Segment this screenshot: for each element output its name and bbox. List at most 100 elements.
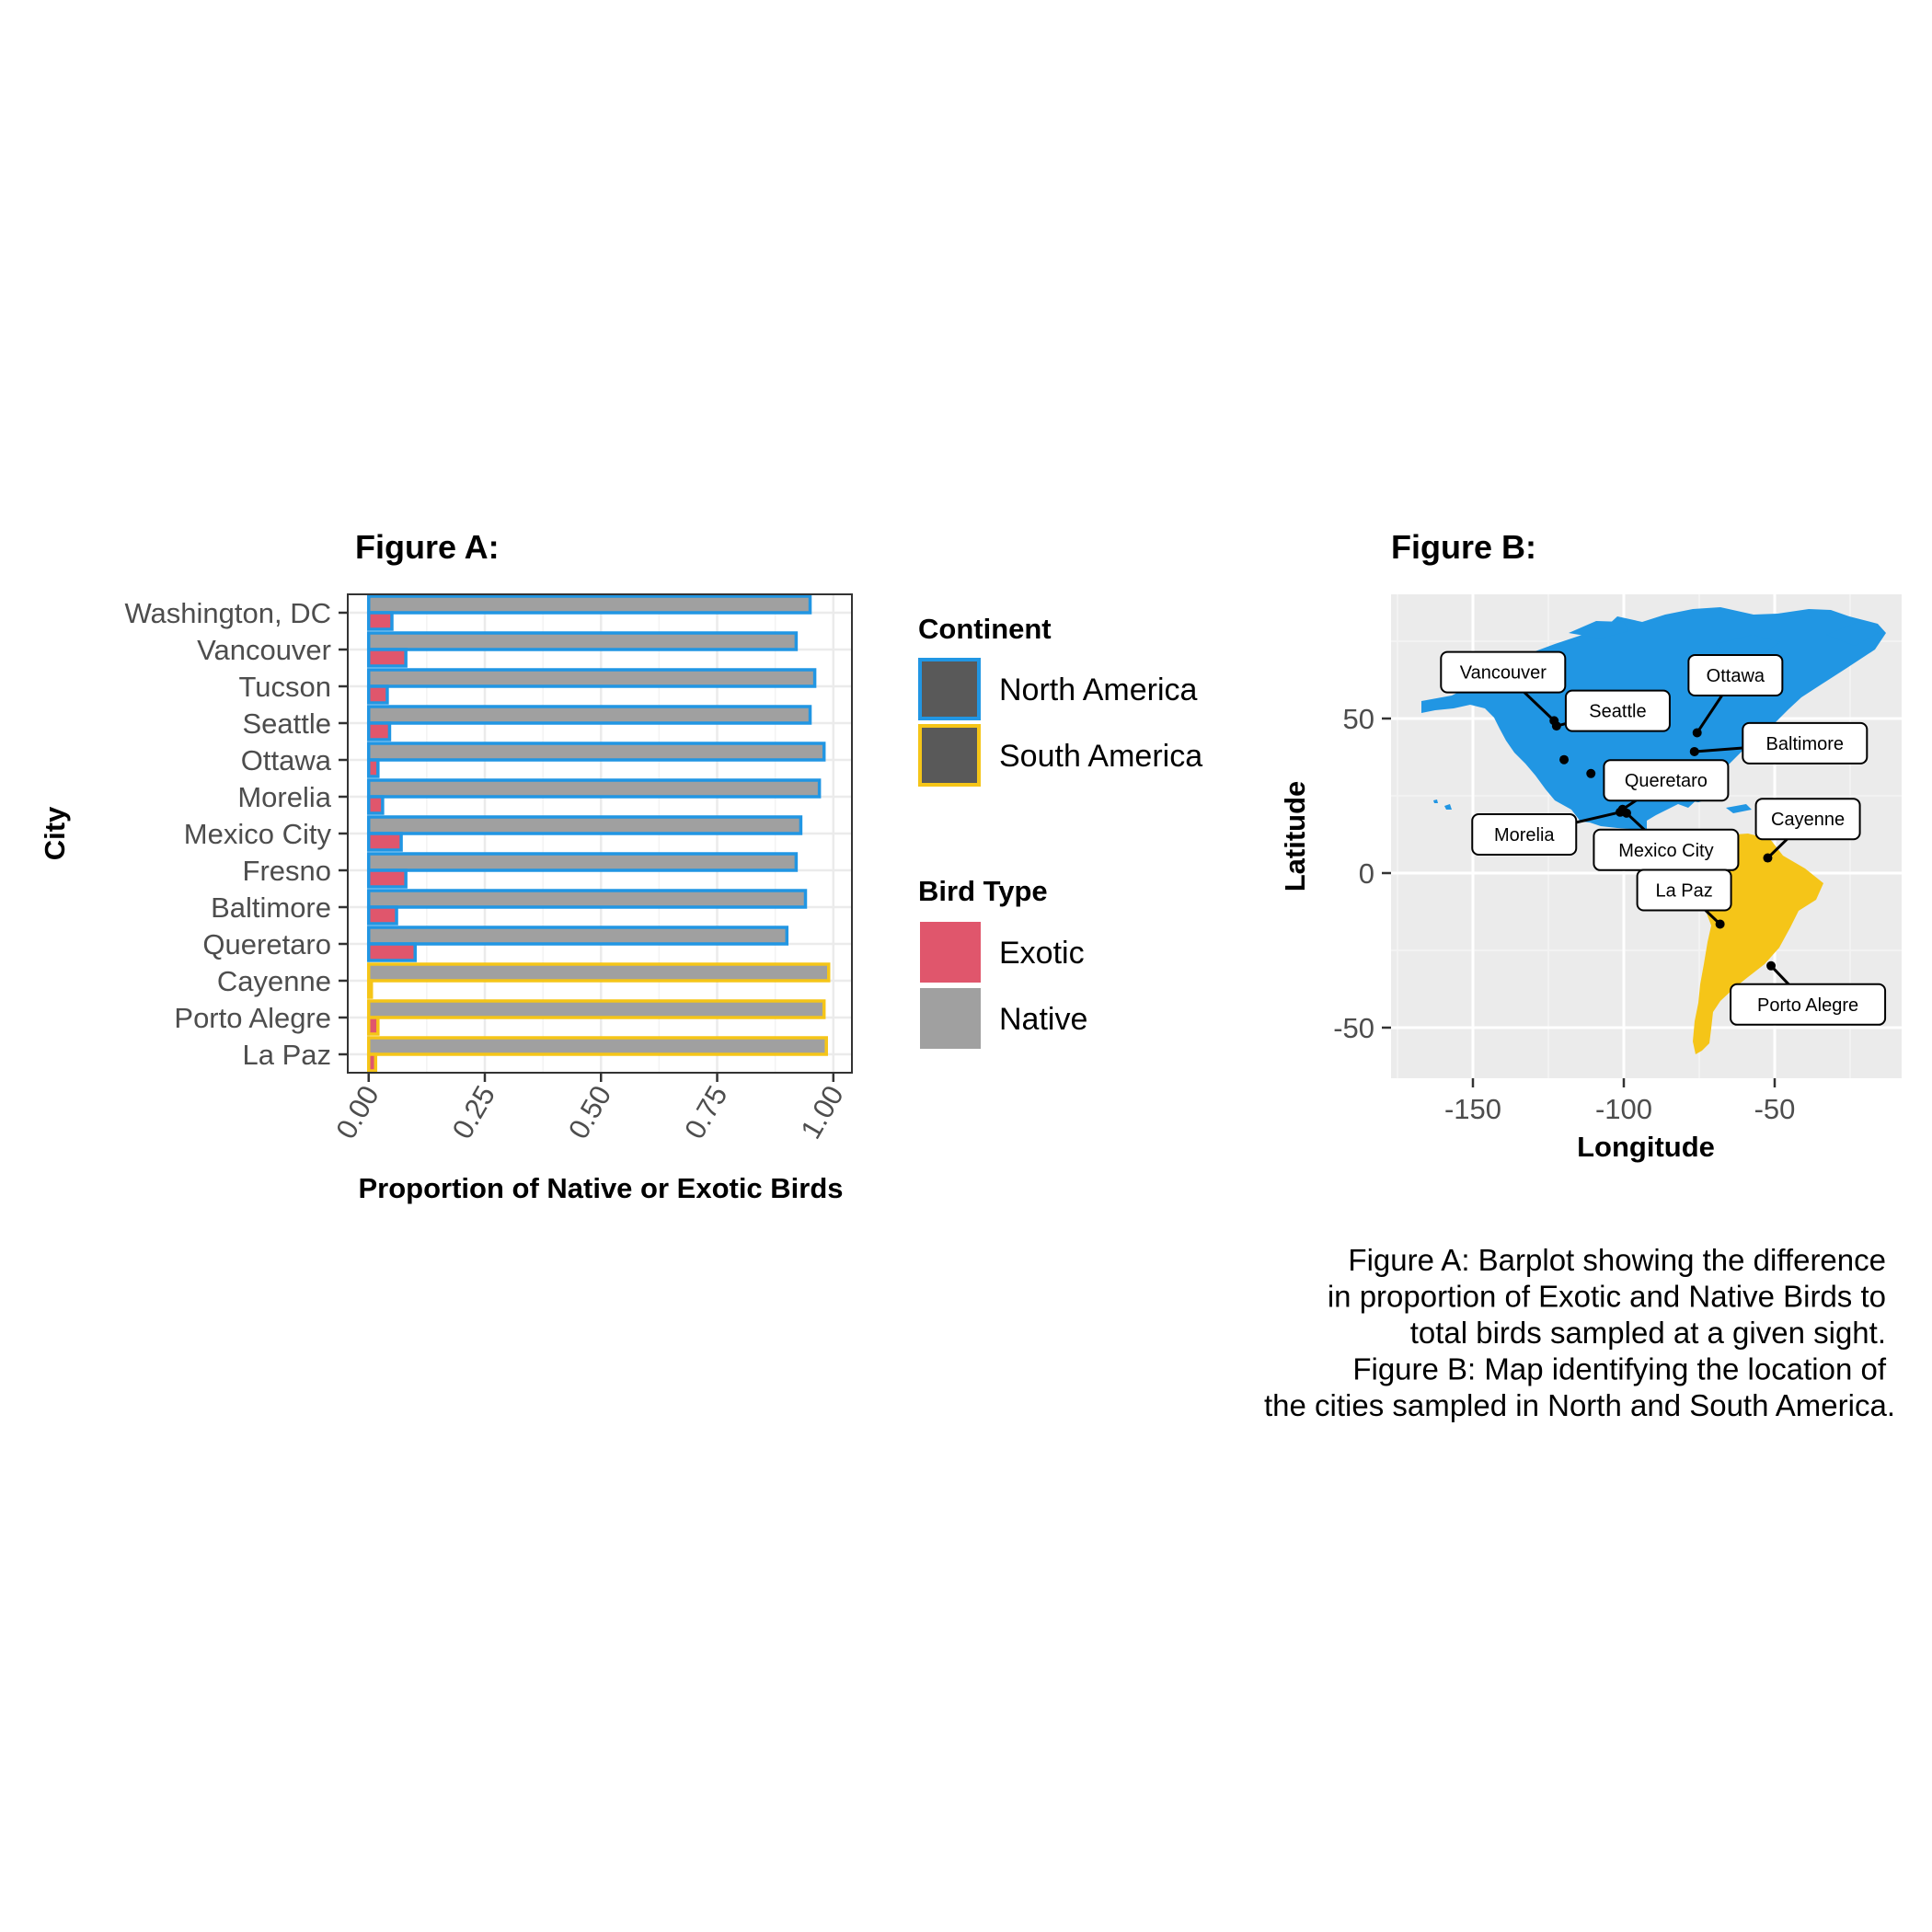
figure-a-legend: Continent North America South America Bir…	[918, 613, 1202, 1049]
bird-type-legend-title: Bird Type	[918, 875, 1048, 907]
x-tick-label: 1.00	[794, 1080, 849, 1144]
city-label-text: Vancouver	[1460, 663, 1547, 684]
bar-exotic	[366, 611, 394, 631]
continent-legend-title: Continent	[918, 613, 1052, 645]
city-label-box	[1440, 650, 1567, 694]
bar-native	[366, 889, 808, 909]
figure-a-title: Figure A:	[355, 528, 500, 566]
map-x-tick-label: -50	[1754, 1093, 1796, 1125]
bar-native	[366, 926, 789, 946]
bar-exotic	[366, 721, 392, 742]
caption-line: total birds sampled at a given sight.	[1410, 1316, 1886, 1350]
bar-exotic	[366, 979, 374, 999]
x-tick-label: 0.25	[446, 1080, 501, 1144]
bar-native	[366, 815, 803, 835]
x-tick-label: 0.75	[678, 1080, 733, 1144]
map-x-tick-label: -150	[1444, 1093, 1501, 1125]
bar-native	[366, 631, 799, 651]
bar-exotic	[366, 758, 380, 778]
city-label-text: Seattle	[1589, 702, 1646, 722]
map-y-tick-label: -50	[1333, 1012, 1374, 1044]
figure-b-title: Figure B:	[1391, 528, 1536, 566]
caption-line: in proportion of Exotic and Native Birds…	[1328, 1280, 1886, 1314]
city-label-box	[1564, 689, 1671, 732]
bar-exotic	[366, 1052, 378, 1073]
city-label-text: La Paz	[1655, 880, 1712, 901]
y-tick-label: Cayenne	[217, 965, 331, 997]
caption-line: Figure A: Barplot showing the difference	[1348, 1243, 1886, 1277]
y-tick-label: Seattle	[242, 707, 331, 740]
continent-legend-items: North America South America	[918, 658, 1202, 787]
figure-a-y-ticks: Washington, DC Vancouver Tucson Seattle Otta…	[124, 597, 348, 1071]
map-y-tick-label: 0	[1359, 857, 1374, 890]
city-label-box	[1754, 798, 1861, 841]
bird-type-legend-label: Native	[999, 1002, 1087, 1037]
city-point	[1586, 768, 1596, 778]
city-label-text: Mexico City	[1618, 841, 1713, 861]
city-label-box	[1742, 721, 1869, 765]
map-x-axis-label: Longitude	[1577, 1131, 1715, 1163]
city-label-text: Porto Alegre	[1757, 995, 1858, 1016]
city-label-text: Morelia	[1494, 825, 1555, 845]
y-tick-label: La Paz	[242, 1039, 331, 1071]
bar-exotic	[366, 832, 403, 852]
arctic-islands	[1569, 621, 1879, 655]
y-tick-label: Washington, DC	[124, 597, 331, 629]
bird-type-legend-label: Exotic	[999, 936, 1085, 971]
city-label-text: Queretaro	[1625, 771, 1708, 791]
city-label-text: Ottawa	[1707, 666, 1765, 686]
city-label-text: Cayenne	[1771, 810, 1845, 830]
city-label-text: Baltimore	[1766, 734, 1844, 754]
city-label-box	[1730, 983, 1887, 1026]
bar-native	[366, 742, 826, 762]
city-label-box	[1603, 759, 1730, 802]
bar-native	[366, 668, 817, 688]
y-tick-label: Queretaro	[202, 928, 331, 960]
pacific-islands	[1433, 799, 1452, 810]
y-tick-label: Mexico City	[184, 818, 332, 850]
continent-legend-label: South America	[999, 739, 1202, 774]
y-tick-label: Baltimore	[211, 891, 331, 924]
bar-exotic	[366, 648, 408, 668]
y-tick-label: Ottawa	[241, 744, 332, 776]
map-y-ticks: 50 0 -50	[1333, 703, 1391, 1044]
map-x-ticks: -150 -100 -50	[1444, 1078, 1795, 1125]
bar-native	[366, 999, 826, 1019]
x-tick-label: 0.50	[562, 1080, 617, 1144]
city-point	[1559, 754, 1570, 765]
bird-type-legend-swatch	[920, 988, 981, 1049]
city-label-box	[1471, 813, 1578, 856]
y-tick-label: Fresno	[243, 855, 331, 887]
bar-native	[366, 778, 822, 799]
bar-exotic	[366, 684, 389, 705]
figure-a-y-axis-label: City	[39, 806, 71, 860]
continent-legend-label: North America	[999, 673, 1197, 707]
bar-exotic	[366, 905, 398, 926]
figure-a-x-axis-label: Proportion of Native or Exotic Birds	[358, 1172, 843, 1204]
figure-a-bars	[366, 594, 831, 1073]
bar-native	[366, 705, 812, 725]
continent-legend-swatch	[918, 658, 981, 720]
bar-native	[366, 852, 799, 872]
bar-exotic	[366, 942, 417, 962]
figure-caption: Figure A: Barplot showing the difference…	[1264, 1243, 1895, 1422]
bar-exotic	[366, 795, 385, 815]
y-tick-label: Vancouver	[197, 634, 331, 666]
map-city-labels: Vancouver Seattle Ottawa Baltimore Queretaro…	[1440, 650, 1887, 1026]
caption-line: the cities sampled in North and South Am…	[1264, 1388, 1895, 1422]
figure-a-x-ticks: 0.00 0.25 0.50 0.75 1.00	[329, 1073, 850, 1144]
city-label-box	[1687, 653, 1784, 696]
bird-type-legend-items: Exotic Native	[920, 922, 1087, 1049]
map-y-tick-label: 50	[1343, 703, 1374, 735]
figure-a: Figure A: Washington, DC Vancouver Tucson S…	[39, 528, 853, 1204]
x-tick-label: 0.00	[329, 1080, 385, 1144]
figure-b: Figure B: Vancouver Seattle Ottawa Baltimor…	[1279, 528, 1902, 1163]
bar-exotic	[366, 868, 408, 889]
bar-native	[366, 1036, 828, 1056]
y-tick-label: Morelia	[237, 781, 331, 813]
bar-native	[366, 962, 831, 983]
map-x-tick-label: -100	[1595, 1093, 1652, 1125]
city-label-box	[1636, 868, 1732, 912]
bird-type-legend-swatch	[920, 922, 981, 983]
